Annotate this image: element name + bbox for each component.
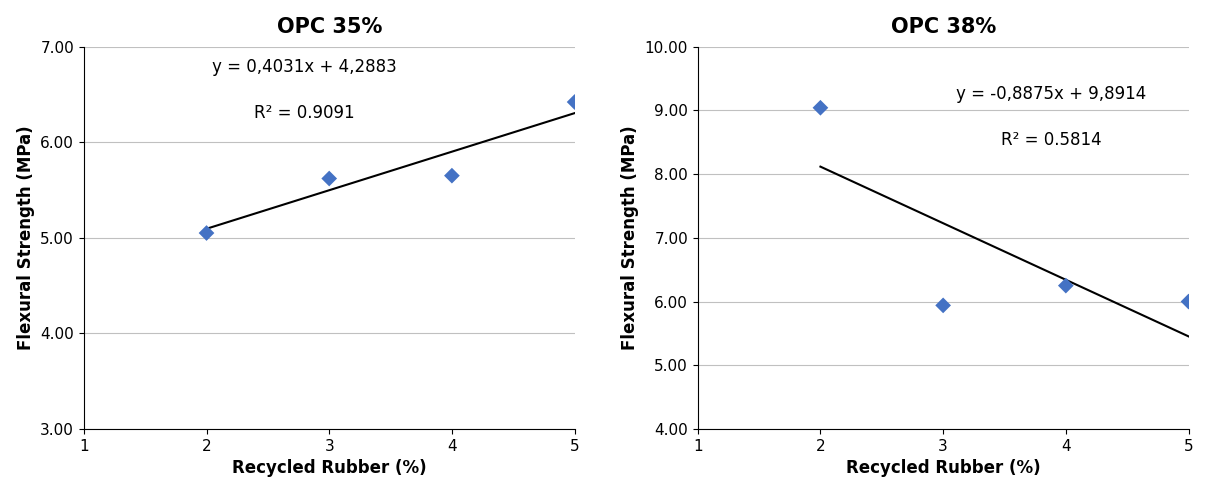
Title: OPC 35%: OPC 35% [277, 17, 382, 37]
Text: y = 0,4031x + 4,2883: y = 0,4031x + 4,2883 [212, 58, 397, 76]
X-axis label: Recycled Rubber (%): Recycled Rubber (%) [846, 459, 1041, 477]
X-axis label: Recycled Rubber (%): Recycled Rubber (%) [232, 459, 426, 477]
Y-axis label: Flexural Strength (MPa): Flexural Strength (MPa) [17, 125, 35, 350]
Y-axis label: Flexural Strength (MPa): Flexural Strength (MPa) [621, 125, 639, 350]
Point [319, 174, 339, 182]
Point [1179, 297, 1198, 305]
Point [197, 229, 217, 237]
Point [1056, 282, 1076, 289]
Point [442, 172, 461, 180]
Point [811, 104, 830, 112]
Text: R² = 0.9091: R² = 0.9091 [254, 104, 355, 122]
Point [565, 98, 584, 106]
Title: OPC 38%: OPC 38% [891, 17, 996, 37]
Text: y = -0,8875x + 9,8914: y = -0,8875x + 9,8914 [956, 85, 1146, 103]
Point [933, 301, 952, 309]
Text: R² = 0.5814: R² = 0.5814 [1001, 131, 1101, 149]
